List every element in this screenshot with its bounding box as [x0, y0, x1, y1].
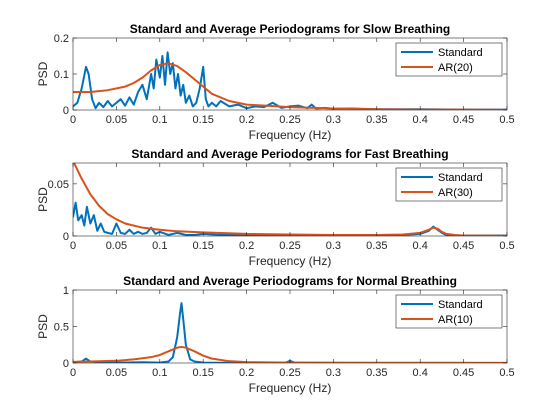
x-axis-label: Frequency (Hz): [249, 128, 332, 142]
legend-label: Standard: [438, 47, 483, 59]
x-tick-label: 0.5: [499, 367, 514, 379]
x-axis-label: Frequency (Hz): [249, 254, 332, 268]
x-tick-label: 0: [70, 240, 76, 252]
subplot-1: 0 0.05 0.1 0.15 0.2 0.25 0.3 0.35 0.4 0.45 0.5 0 0.1…: [36, 22, 515, 142]
y-tick-label: 1: [63, 285, 69, 297]
legend: Standard AR(30): [395, 167, 503, 202]
y-tick-label: 0.2: [54, 33, 69, 45]
y-axis-label: PSD: [36, 314, 50, 339]
x-tick-label: 0.15: [192, 240, 213, 252]
x-tick-label: 0.2: [239, 114, 254, 126]
x-tick-label: 0.3: [326, 114, 341, 126]
legend-label: Standard: [438, 299, 483, 311]
x-tick-label: 0.35: [366, 114, 387, 126]
legend-box: [395, 42, 503, 77]
y-tick-label: 0: [63, 358, 69, 370]
subplot-2: 0 0.05 0.1 0.15 0.2 0.25 0.3 0.35 0.4 0.45 0.5 0 0.0…: [36, 147, 515, 268]
legend-label: AR(10): [438, 314, 473, 326]
x-tick-label: 0.25: [279, 367, 300, 379]
legend-label: AR(20): [438, 62, 473, 74]
x-axis-label: Frequency (Hz): [249, 381, 332, 395]
x-tick-label: 0.4: [413, 367, 428, 379]
x-tick-label: 0: [70, 367, 76, 379]
x-tick-label: 0.4: [413, 114, 428, 126]
y-tick-label: 0.5: [54, 322, 69, 334]
x-tick-label: 0.1: [152, 114, 167, 126]
y-axis-label: PSD: [36, 187, 50, 212]
x-tick-label: 0.15: [192, 367, 213, 379]
x-tick-label: 0.05: [106, 367, 127, 379]
x-tick-label: 0.05: [106, 114, 127, 126]
chart-title: Standard and Average Periodograms for Sl…: [130, 22, 451, 36]
subplot-3: 0 0.05 0.1 0.15 0.2 0.25 0.3 0.35 0.4 0.45 0.5 0 0.5…: [36, 274, 515, 395]
x-tick-label: 0.35: [366, 367, 387, 379]
x-tick-label: 0: [70, 114, 76, 126]
x-tick-label: 0.5: [499, 114, 514, 126]
y-tick-label: 0: [63, 231, 69, 243]
y-tick-label: 0.05: [48, 179, 69, 191]
x-tick-label: 0.1: [152, 367, 167, 379]
y-tick-label: 0.1: [54, 69, 69, 81]
x-tick-label: 0.5: [499, 240, 514, 252]
legend-label: Standard: [438, 172, 483, 184]
x-tick-label: 0.15: [192, 114, 213, 126]
legend: Standard AR(20): [395, 42, 503, 77]
legend: Standard AR(10): [395, 294, 503, 329]
x-tick-label: 0.35: [366, 240, 387, 252]
y-tick-label: 0: [63, 105, 69, 117]
chart-title: Standard and Average Periodograms for No…: [123, 274, 457, 288]
chart-title: Standard and Average Periodograms for Fa…: [131, 147, 448, 161]
legend-box: [395, 294, 503, 329]
x-tick-label: 0.45: [453, 367, 474, 379]
x-tick-label: 0.2: [239, 240, 254, 252]
y-axis-label: PSD: [36, 61, 50, 86]
x-tick-label: 0.25: [279, 114, 300, 126]
x-tick-label: 0.45: [453, 114, 474, 126]
x-tick-label: 0.2: [239, 367, 254, 379]
x-tick-label: 0.05: [106, 240, 127, 252]
x-tick-label: 0.4: [413, 240, 428, 252]
series-line-ar-20: [73, 62, 507, 110]
x-tick-label: 0.1: [152, 240, 167, 252]
x-tick-label: 0.25: [279, 240, 300, 252]
series-line-standard: [73, 51, 507, 110]
legend-box: [395, 167, 503, 202]
x-tick-label: 0.3: [326, 367, 341, 379]
x-tick-label: 0.45: [453, 240, 474, 252]
x-tick-label: 0.3: [326, 240, 341, 252]
legend-label: AR(30): [438, 187, 473, 199]
